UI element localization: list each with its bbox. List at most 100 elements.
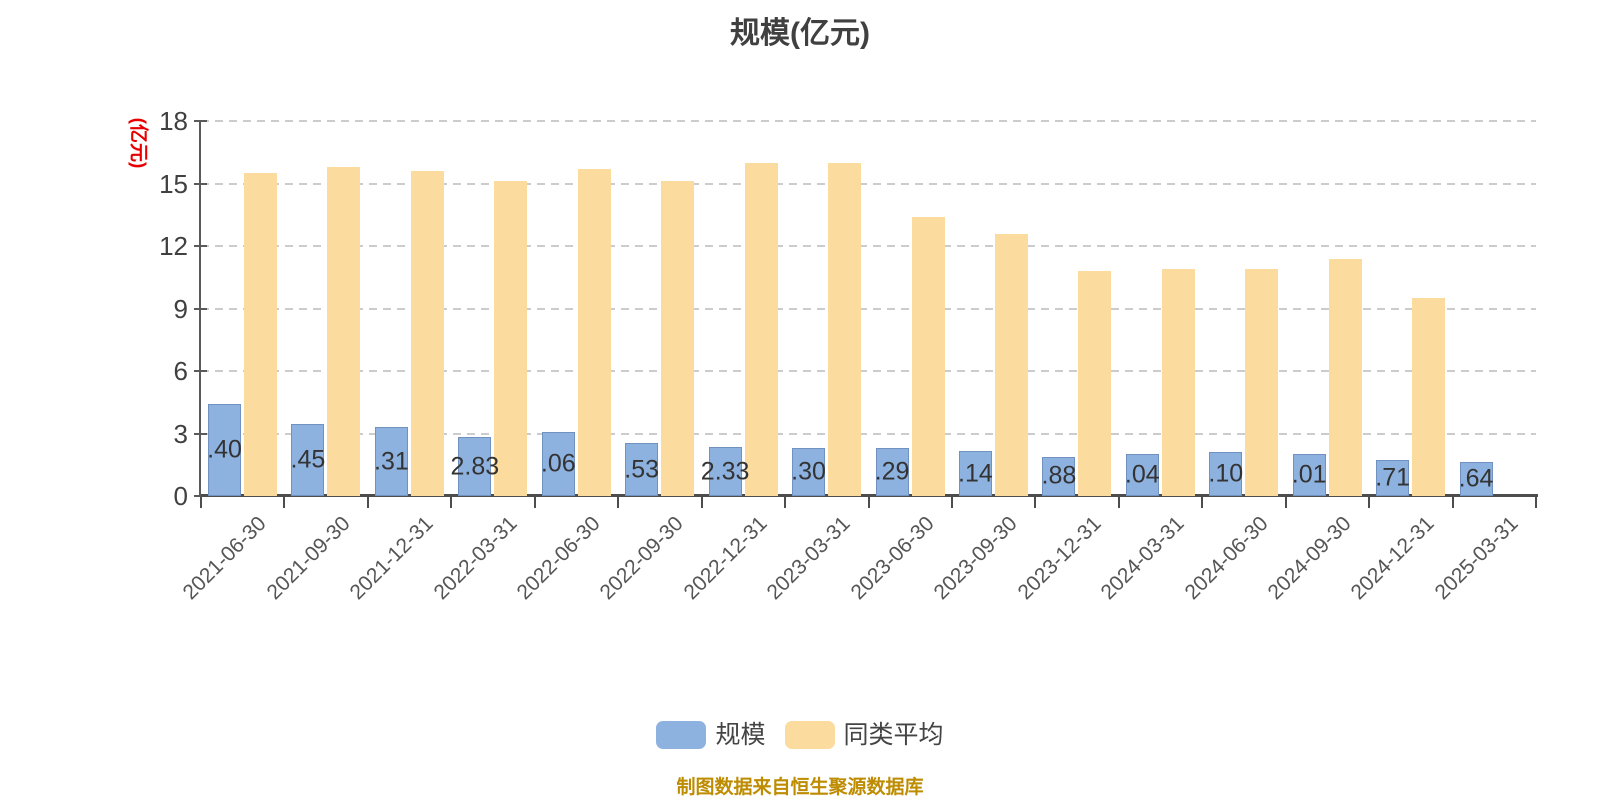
- average-bar[interactable]: [1078, 271, 1112, 496]
- average-bar[interactable]: [828, 162, 862, 496]
- average-bar[interactable]: [494, 181, 528, 496]
- legend-label-scale: 规模: [715, 721, 766, 749]
- average-bar[interactable]: [1412, 298, 1446, 496]
- y-tick-label-6: 6: [173, 356, 188, 386]
- x-tick-label: 2022-06-30: [512, 512, 605, 605]
- x-tick-label: 2024-06-30: [1180, 512, 1273, 605]
- scale-bar-label: .40: [207, 435, 242, 464]
- x-tick-mark: [867, 497, 870, 508]
- y-tick-label-0: 0: [173, 481, 188, 511]
- legend: 规模 同类平均: [0, 720, 1600, 750]
- scale-bar[interactable]: [1459, 461, 1493, 496]
- x-tick-label: 2023-06-30: [846, 512, 939, 605]
- chart-title: 规模(亿元): [730, 17, 870, 50]
- y-tick-label-9: 9: [173, 293, 188, 324]
- average-bar[interactable]: [327, 166, 361, 496]
- gridline-6: [201, 370, 1536, 372]
- scale-bar[interactable]: [1376, 460, 1410, 496]
- scale-bar[interactable]: [208, 404, 241, 496]
- legend-label-average: 同类平均: [843, 721, 944, 749]
- scale-bar[interactable]: [291, 424, 325, 496]
- scale-bar[interactable]: [1042, 456, 1076, 496]
- data-source-note: 制图数据来自恒生聚源数据库: [676, 777, 924, 798]
- x-tick-mark: [1284, 497, 1287, 508]
- scale-bar[interactable]: [458, 437, 492, 496]
- legend-item-average[interactable]: 同类平均: [784, 721, 944, 749]
- scale-bar[interactable]: [792, 448, 826, 496]
- x-tick-label: 2022-03-31: [429, 512, 522, 605]
- average-bar[interactable]: [244, 173, 277, 496]
- scale-bar-label: 2.83: [450, 452, 500, 481]
- x-tick-label: 2021-12-31: [345, 512, 438, 605]
- scale-bar-label: .29: [874, 457, 910, 486]
- x-tick-mark: [366, 497, 369, 508]
- y-tick-mark-18: [194, 120, 207, 122]
- x-tick-mark: [450, 497, 453, 508]
- average-bar[interactable]: [911, 216, 945, 496]
- scale-bar-label: .71: [1375, 463, 1411, 492]
- gridline-15: [201, 182, 1536, 185]
- x-tick-label: 2024-03-31: [1096, 512, 1189, 605]
- y-tick-mark-6: [194, 370, 207, 372]
- x-tick-mark: [1201, 497, 1204, 508]
- x-tick-label: 2024-12-31: [1346, 512, 1440, 605]
- scale-bar-label: 2.33: [700, 457, 750, 486]
- scale-bar-label: .10: [1208, 459, 1244, 488]
- scale-bar[interactable]: [374, 427, 408, 496]
- scale-bar[interactable]: [958, 451, 992, 496]
- average-bar[interactable]: [744, 162, 778, 496]
- x-tick-label: 2023-09-30: [929, 512, 1022, 605]
- x-tick-mark: [784, 497, 787, 508]
- average-bar[interactable]: [1245, 268, 1279, 496]
- x-tick-mark: [950, 497, 953, 508]
- y-tick-mark-15: [194, 182, 207, 185]
- gridline-3: [201, 432, 1536, 435]
- scale-bar-label: .88: [1041, 461, 1077, 490]
- scale-bar[interactable]: [1125, 453, 1159, 496]
- x-tick-label: 2022-12-31: [679, 512, 772, 605]
- x-tick-mark: [283, 497, 286, 508]
- x-tick-label: 2024-09-30: [1263, 512, 1356, 605]
- x-tick-label: 2023-03-31: [762, 512, 856, 605]
- x-tick-mark: [1451, 497, 1454, 508]
- y-tick-label-18: 18: [159, 106, 188, 136]
- y-tick-mark-3: [194, 432, 207, 435]
- scale-bar-label: .45: [290, 445, 326, 474]
- average-bar[interactable]: [1161, 268, 1195, 496]
- average-bar[interactable]: [994, 233, 1028, 496]
- scale-bar[interactable]: [875, 448, 909, 496]
- scale-bar-label: .01: [1291, 460, 1327, 489]
- x-axis-line: [201, 494, 1538, 497]
- scale-bar[interactable]: [1292, 454, 1326, 496]
- scale-bar-label: .06: [540, 449, 576, 478]
- average-bar[interactable]: [1328, 258, 1362, 496]
- x-tick-mark: [1034, 497, 1037, 508]
- scale-bar[interactable]: [1209, 452, 1243, 496]
- y-tick-label-12: 12: [159, 231, 188, 261]
- x-tick-label: 2023-12-31: [1013, 512, 1106, 605]
- scale-bar-label: .14: [958, 459, 993, 488]
- y-tick-label-15: 15: [159, 168, 188, 199]
- x-tick-mark: [1117, 497, 1120, 508]
- scale-bar[interactable]: [625, 443, 659, 496]
- x-tick-mark: [533, 497, 536, 508]
- legend-item-scale[interactable]: 规模: [656, 721, 766, 749]
- x-tick-label: 2022-09-30: [595, 512, 689, 605]
- y-tick-mark-12: [194, 245, 207, 247]
- legend-swatch-average-icon: [784, 721, 835, 749]
- average-bar[interactable]: [661, 181, 695, 496]
- x-tick-label: 2025-03-31: [1430, 512, 1523, 605]
- scale-bar-label: .64: [1458, 464, 1494, 493]
- scale-bar[interactable]: [541, 432, 575, 496]
- scale-bar[interactable]: [708, 447, 742, 496]
- scale-bar-label: .53: [624, 455, 660, 484]
- x-tick-mark: [617, 497, 620, 508]
- average-bar[interactable]: [410, 171, 444, 496]
- scale-bar-label: .31: [373, 447, 409, 476]
- x-tick-mark: [200, 497, 202, 508]
- average-bar[interactable]: [577, 168, 611, 496]
- y-tick-mark-9: [194, 307, 207, 310]
- scale-bar-label: .04: [1124, 460, 1160, 489]
- gridline-12: [201, 245, 1536, 247]
